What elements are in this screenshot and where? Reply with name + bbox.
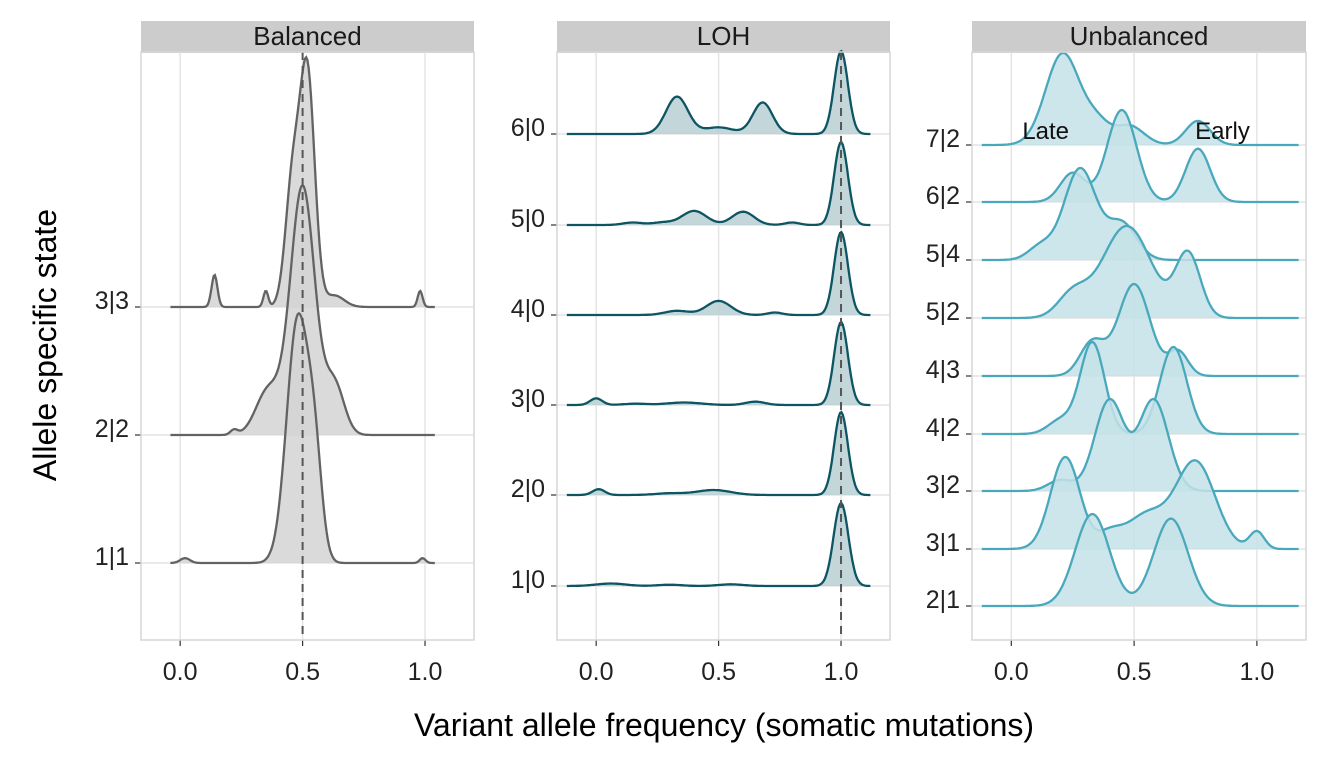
ridge-line-7-2 [981,51,1299,147]
x-tick-label: 1.0 [1239,658,1274,686]
y-axis-label: Allele specific state [27,209,63,481]
panel-border [971,51,1307,641]
y-tick-label: 6|2 [926,182,960,210]
ridge-area-1-1 [170,313,435,563]
x-tick-label: 1.0 [408,658,443,686]
x-tick-label: 0.5 [701,658,736,686]
panel-border [140,51,475,641]
x-tick-label: 0.5 [1117,658,1152,686]
y-tick-label: 7|2 [926,125,960,153]
x-tick-label: 1.0 [824,658,859,686]
ridge-line-1-0 [566,501,871,588]
ridge-area-4-3 [981,284,1299,376]
ridge-area-3-0 [566,322,871,405]
y-tick-label: 4|0 [511,295,545,323]
ridge-line-2-0 [566,410,871,497]
ridge-line-5-0 [566,140,871,227]
ridge-line-4-0 [566,230,871,317]
x-tick-label: 0.0 [579,658,614,686]
ridge-line-5-2 [981,224,1299,320]
ridge-area-3-1 [981,457,1299,549]
ridge-area-5-2 [981,226,1299,318]
ridge-line-6-2 [981,108,1299,204]
ridge-area-7-2 [981,53,1299,145]
facet-title: Balanced [253,21,361,51]
facet-strip [141,21,474,53]
facet-panels: Balanced 0.0 0.5 1.0 1|1 2|2 3|3 LOH 0.0 0.5 1.0 1|… [95,21,1307,686]
y-tick-label: 2|0 [511,475,545,503]
facet-strip [557,21,890,53]
y-tick-label: 5|0 [511,205,545,233]
y-tick-label: 1|0 [511,566,545,594]
x-axis-label: Variant allele frequency (somatic mutati… [414,707,1034,743]
y-tick-label: 2|1 [926,586,960,614]
y-tick-label: 3|3 [95,287,129,315]
y-tick-label: 2|2 [95,415,129,443]
x-tick-label: 0.0 [163,658,198,686]
panel-border [556,51,891,641]
y-tick-label: 3|2 [926,471,960,499]
ridge-area-3-2 [981,399,1299,491]
panel-balanced: Balanced 0.0 0.5 1.0 1|1 2|2 3|3 [95,21,475,686]
facet-title: LOH [697,21,750,51]
y-tick-label: 6|0 [511,114,545,142]
panel-loh: LOH 0.0 0.5 1.0 1|0 2|0 3|0 4|0 5|0 6|0 [511,21,891,686]
ridge-line-3-2 [981,397,1299,493]
y-tick-label: 1|1 [95,543,129,571]
facet-title: Unbalanced [1070,21,1209,51]
y-tick-label: 4|2 [926,414,960,442]
y-tick-label: 3|0 [511,385,545,413]
annotation-early: Early [1195,118,1250,145]
ridge-line-6-0 [566,49,871,136]
ridge-line-2-1 [981,512,1299,608]
y-tick-label: 5|2 [926,298,960,326]
ridge-area-6-2 [981,110,1299,202]
facet-strip [972,21,1306,53]
x-tick-label: 0.5 [285,658,320,686]
ridge-line-3-1 [981,455,1299,551]
annotation-late: Late [1022,118,1069,145]
ridge-area-5-4 [981,168,1299,260]
y-tick-label: 5|4 [926,240,960,268]
x-tick-label: 0.0 [994,658,1029,686]
panel-unbalanced: Unbalanced 0.0 0.5 1.0 2|1 3|1 3|2 4|2 4|3 5|2 5|4… [926,21,1307,686]
ridge-line-4-3 [981,282,1299,378]
y-tick-label: 3|1 [926,529,960,557]
ridge-line-3-0 [566,320,871,407]
y-tick-label: 4|3 [926,356,960,384]
